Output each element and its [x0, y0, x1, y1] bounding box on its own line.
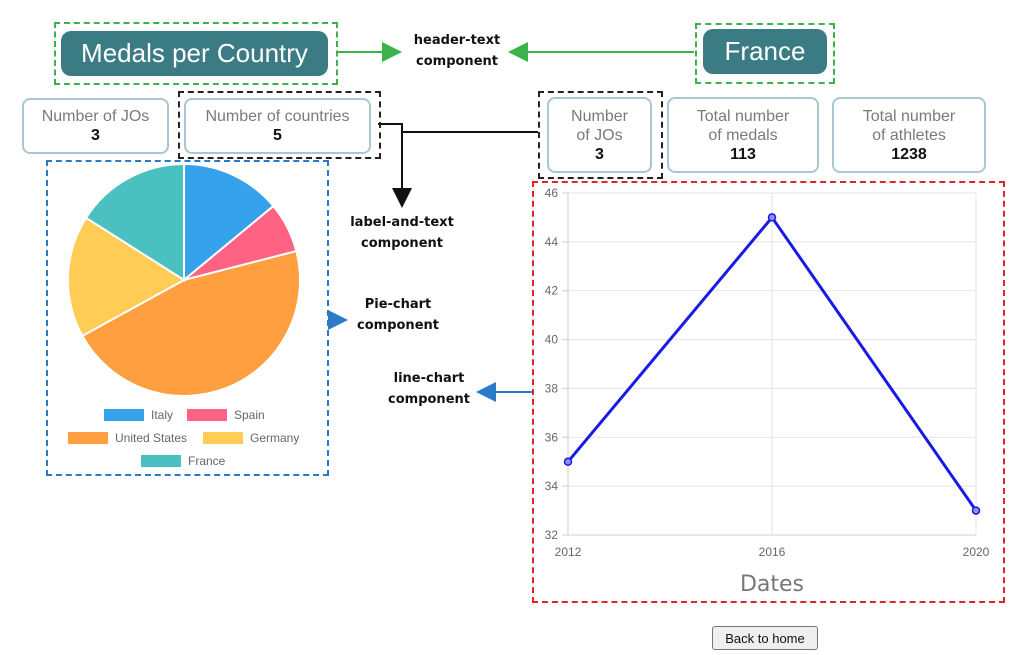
data-point: [971, 506, 981, 515]
y-tick-label: 44: [545, 235, 559, 249]
annotation-pie-chart: Pie-chart component: [357, 297, 439, 333]
pie-slice-france: [84, 162, 185, 282]
legend-item-italy: Italy: [104, 408, 173, 422]
card-label: of JOs: [576, 126, 623, 144]
card-total-medals: Total number of medals 113: [667, 97, 819, 173]
right-header-title: France: [703, 29, 827, 74]
x-tick-label: 2012: [555, 545, 582, 559]
annotation-label-text: label-and-text component: [350, 215, 454, 251]
legend-swatch: [203, 432, 243, 444]
card-number-of-jos: Number of JOs 3: [22, 98, 169, 154]
line-chart-frame: [532, 181, 1005, 603]
card-total-athletes: Total number of athletes 1238: [832, 97, 986, 173]
card-label: of medals: [708, 126, 778, 144]
card-value: 3: [595, 145, 604, 163]
card-value: 5: [273, 127, 282, 144]
x-axis-label: Dates: [740, 572, 804, 597]
pie-slice-united-states: [80, 249, 301, 397]
legend-item-united-states: United States: [68, 431, 187, 445]
legend-swatch: [187, 409, 227, 421]
annotation-line-chart: line-chart component: [388, 371, 470, 407]
card-value: 113: [730, 145, 756, 163]
label-text-frame-left: [178, 91, 381, 159]
x-tick-label: 2016: [759, 545, 786, 559]
y-tick-label: 32: [545, 528, 559, 542]
pie-slice-italy: [183, 162, 275, 283]
y-tick-label: 34: [545, 479, 559, 493]
y-tick-label: 42: [545, 284, 559, 298]
y-tick-label: 38: [545, 381, 559, 395]
card-label: Number: [571, 107, 628, 125]
arrow-pie-chart: [326, 310, 348, 330]
pie-chart: [67, 162, 301, 397]
x-tick-label: 2020: [963, 545, 990, 559]
card-label: of athletes: [872, 126, 946, 144]
card-label: Total number: [696, 107, 790, 125]
line-chart: 32 34 36 38 40 42 44 46 2012 2016 2020 Dates: [545, 186, 990, 597]
card-label: Number of JOs: [41, 108, 150, 125]
y-tick-label: 46: [545, 186, 559, 200]
left-header-frame: [54, 22, 338, 85]
card-label: Number of countries: [205, 108, 350, 125]
arrow-label-text: [378, 123, 412, 208]
label-text-frame-right: [538, 91, 663, 179]
card-number-of-countries: Number of countries 5: [184, 98, 371, 154]
y-tick-label: 36: [545, 430, 559, 444]
data-point: [767, 213, 777, 222]
legend-swatch: [141, 455, 181, 467]
data-point: [563, 457, 573, 466]
card-country-number-of-jos: Number of JOs 3: [547, 97, 652, 173]
right-header-frame: [695, 23, 835, 84]
pie-chart-frame: [46, 160, 329, 476]
pie-slice-germany: [67, 216, 186, 338]
left-header-title: Medals per Country: [61, 31, 328, 76]
card-value: 3: [91, 127, 100, 144]
legend-item-france: France: [141, 454, 225, 468]
card-label: Total number: [862, 107, 956, 125]
annotation-header-text: header-text component: [413, 33, 501, 69]
card-value: 1238: [891, 145, 927, 163]
legend-item-spain: Spain: [187, 408, 265, 422]
legend-swatch: [68, 432, 108, 444]
legend-swatch: [104, 409, 144, 421]
back-to-home-button[interactable]: Back to home: [712, 626, 818, 650]
y-tick-label: 40: [545, 333, 559, 347]
legend-item-germany: Germany: [203, 431, 299, 445]
